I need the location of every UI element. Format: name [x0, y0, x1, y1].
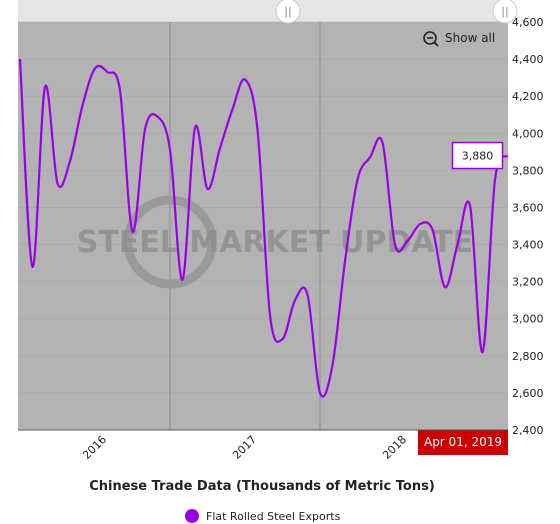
x-tick-label: 2018 [380, 433, 409, 462]
handle-grip: || [284, 5, 291, 18]
x-tick-label: 2017 [230, 433, 259, 462]
tooltip-value: 3,880 [462, 150, 494, 163]
chart-title: Chinese Trade Data (Thousands of Metric … [89, 479, 435, 494]
y-tick-label: 2,400 [512, 424, 544, 437]
x-tick-label: 2016 [80, 433, 109, 462]
y-tick-label: 4,400 [512, 53, 544, 66]
navigator-handle[interactable] [492, 0, 518, 24]
crosshair-label-box [418, 430, 508, 455]
y-tick-label: 3,600 [512, 201, 544, 214]
legend-symbol [185, 509, 199, 523]
y-tick-label: 3,000 [512, 313, 544, 326]
zoom-icon [423, 31, 437, 45]
tooltip-box [451, 141, 504, 170]
y-tick-label: 3,200 [512, 276, 544, 289]
grid [18, 21, 508, 431]
y-tick-label: 2,800 [512, 350, 544, 363]
series-line [18, 59, 509, 398]
marks: 3,880 [18, 59, 509, 398]
watermark-logo [123, 195, 217, 289]
navigator-bar [18, 0, 508, 22]
show-all-button[interactable]: Show all [423, 31, 495, 47]
legend-label: Flat Rolled Steel Exports [206, 510, 341, 523]
y-tick-label: 4,000 [512, 127, 544, 140]
y-tick-label: 4,200 [512, 90, 544, 103]
y-tick-label: 3,800 [512, 164, 544, 177]
show-all-label[interactable]: Show all [445, 31, 495, 45]
zoom-icon [433, 41, 439, 47]
y-tick-label: 4,600 [512, 16, 544, 29]
navigator-handle[interactable] [275, 0, 301, 24]
handle-grip: || [501, 5, 508, 18]
crosshair-label: Apr 01, 2019 [424, 435, 502, 449]
y-tick-label: 2,600 [512, 387, 544, 400]
y-tick-label: 3,400 [512, 239, 544, 252]
legend[interactable]: Flat Rolled Steel Exports [185, 509, 341, 523]
